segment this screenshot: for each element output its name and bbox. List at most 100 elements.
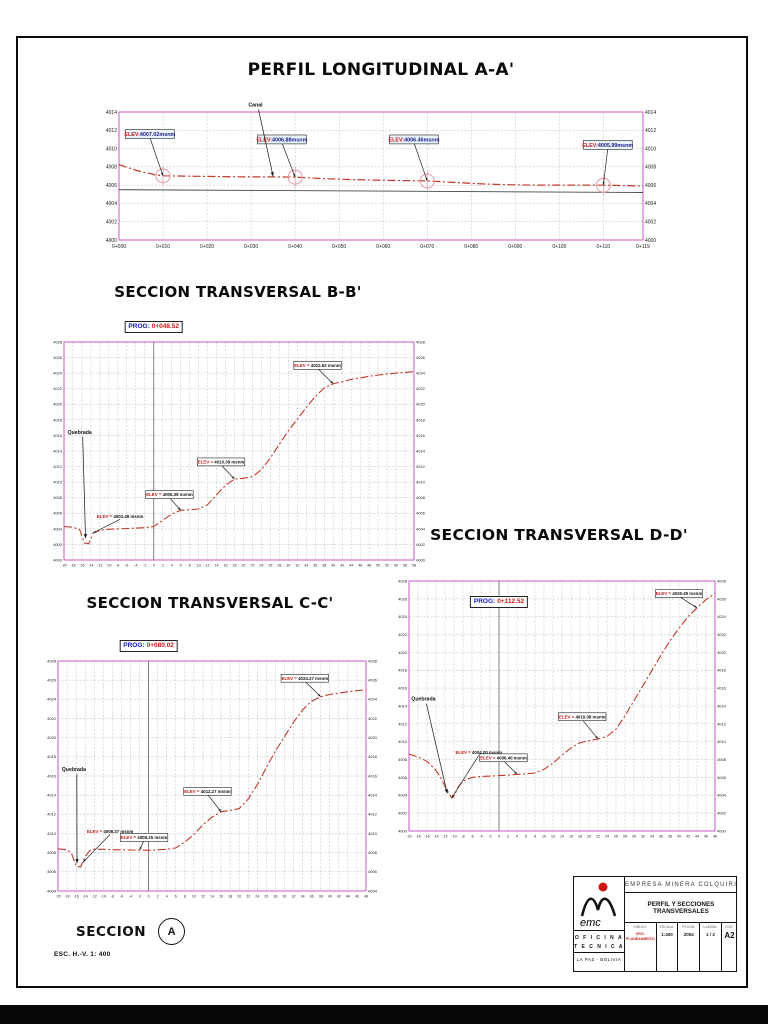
svg-text:56: 56 [403,564,407,568]
svg-text:Quebrada: Quebrada [62,767,86,773]
field-escala: ESCALA: 1:400 [657,923,679,971]
svg-text:10: 10 [197,564,201,568]
scan-bottom-bar [0,1005,768,1024]
svg-text:42: 42 [686,835,690,839]
svg-text:0+000: 0+000 [112,244,126,250]
svg-text:4028: 4028 [416,339,426,344]
svg-text:4010: 4010 [398,739,408,744]
svg-text:Quebrada: Quebrada [411,697,435,703]
svg-text:4000: 4000 [645,238,656,244]
svg-text:-2: -2 [488,835,491,839]
svg-text:4024: 4024 [398,614,408,619]
office-name: O F I C I N A T E C N I C A [574,931,624,953]
svg-text:4006: 4006 [645,183,656,189]
svg-text:4004: 4004 [47,888,57,893]
svg-text:4028: 4028 [47,658,57,663]
svg-text:16: 16 [224,564,228,568]
svg-text:-10: -10 [101,895,106,899]
svg-text:44: 44 [349,564,353,568]
svg-text:44: 44 [346,895,350,899]
section-dd-title: SECCION TRANSVERSAL D-D' [430,526,688,544]
svg-text:-12: -12 [92,895,97,899]
svg-text:38: 38 [319,895,323,899]
svg-text:24: 24 [255,895,259,899]
field-fecha: FECHA: 2004 [678,923,701,971]
svg-text:-14: -14 [88,564,93,568]
svg-text:22: 22 [246,895,250,899]
svg-text:6: 6 [175,895,177,899]
svg-text:4012: 4012 [47,812,57,817]
svg-text:22: 22 [596,835,600,839]
svg-text:42: 42 [340,564,344,568]
svg-text:4020: 4020 [398,650,408,655]
svg-text:28: 28 [623,835,627,839]
svg-text:4014: 4014 [106,110,117,116]
svg-text:52: 52 [385,564,389,568]
svg-text:4008: 4008 [106,165,117,171]
svg-text:30: 30 [286,564,290,568]
svg-text:0: 0 [153,564,155,568]
svg-text:8: 8 [534,835,536,839]
section-bb-prog: PROG: 0+048.52 [124,321,184,333]
svg-text:-4: -4 [134,564,137,568]
svg-text:ELEV = 4010.39 msnm: ELEV = 4010.39 msnm [198,459,245,464]
svg-text:4028: 4028 [717,578,727,583]
svg-text:4024: 4024 [53,371,63,376]
svg-text:48: 48 [713,835,717,839]
svg-text:Quebrada: Quebrada [68,430,92,436]
svg-text:50: 50 [376,564,380,568]
longitudinal-profile-block: PERFIL LONGITUDINAL A-A' 4000 4000 4002 400… [92,60,670,290]
svg-text:4008: 4008 [645,165,656,171]
svg-text:-14: -14 [83,895,88,899]
svg-text:4026: 4026 [47,678,57,683]
svg-text:46: 46 [358,564,362,568]
longitudinal-profile-chart: 4000 4000 4002 4002 4004 4004 4006 4006 4008 4008… [106,103,656,250]
svg-text:4028: 4028 [398,578,408,583]
prog-key: PROG: [123,641,145,649]
svg-text:46: 46 [704,835,708,839]
svg-text:54: 54 [394,564,398,568]
svg-text:4010: 4010 [368,831,378,836]
svg-text:ELEV = 4008.25 msnm: ELEV = 4008.25 msnm [121,835,168,840]
seccion-label: SECCION [76,923,147,940]
svg-text:0+020: 0+020 [200,244,214,250]
svg-text:4020: 4020 [47,735,57,740]
svg-text:26: 26 [614,835,618,839]
svg-text:48: 48 [364,895,368,899]
svg-text:4004: 4004 [416,526,426,531]
svg-text:4012: 4012 [717,721,727,726]
svg-text:-6: -6 [125,564,128,568]
svg-text:2: 2 [157,895,159,899]
svg-text:38: 38 [668,835,672,839]
svg-text:ELEV:4006.88msnm: ELEV:4006.88msnm [256,137,307,143]
svg-text:4: 4 [171,564,173,568]
svg-text:4014: 4014 [53,448,63,453]
svg-text:4002: 4002 [106,219,117,225]
svg-text:-20: -20 [55,895,60,899]
svg-text:4014: 4014 [47,793,57,798]
svg-text:4010: 4010 [106,146,117,152]
svg-text:4026: 4026 [368,678,378,683]
svg-text:4008: 4008 [717,757,727,762]
svg-text:4014: 4014 [645,110,656,116]
svg-text:34: 34 [304,564,308,568]
svg-text:4000: 4000 [416,557,426,562]
svg-text:4022: 4022 [717,632,727,637]
svg-text:ELEV = 4024.27 msnm: ELEV = 4024.27 msnm [282,676,329,681]
field-dibujo: DIBUJO: OFIC. PLANEAMIENTO [625,923,657,971]
svg-text:4012: 4012 [398,721,408,726]
section-bb-title: SECCION TRANSVERSAL B-B' [114,283,362,301]
svg-text:ELEV:4005.99msnm: ELEV:4005.99msnm [582,143,633,149]
svg-text:10: 10 [542,835,546,839]
svg-text:30: 30 [632,835,636,839]
svg-text:22: 22 [250,564,254,568]
svg-text:4018: 4018 [416,417,426,422]
field-lamina: LAMINA: 1 / 2 [700,923,722,971]
svg-text:4002: 4002 [53,542,63,547]
svg-text:4012: 4012 [368,812,378,817]
svg-text:20: 20 [241,564,245,568]
svg-text:ELEV = 4012.27 msnm: ELEV = 4012.27 msnm [184,789,231,794]
svg-text:40: 40 [328,895,332,899]
